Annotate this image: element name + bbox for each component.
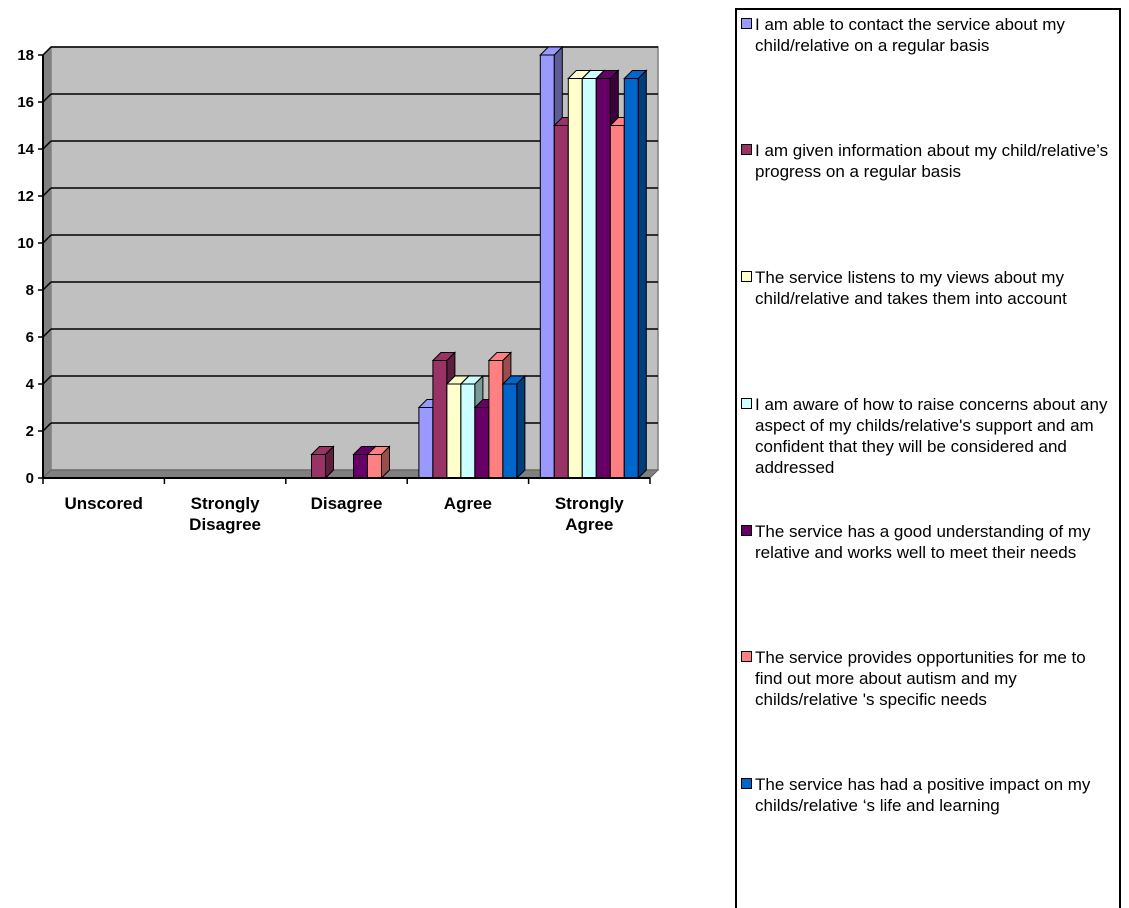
bar-side xyxy=(325,445,334,480)
legend-swatch xyxy=(741,271,752,282)
x-tick-label: Strongly Agree xyxy=(555,494,624,534)
y-tick-label: 12 xyxy=(17,188,34,205)
legend-label: The service provides opportunities for m… xyxy=(755,648,1086,709)
legend-item: I am given information about my child/re… xyxy=(741,140,1117,182)
y-tick-label: 18 xyxy=(17,47,34,64)
legend-label: The service has had a positive impact on… xyxy=(755,775,1091,815)
y-tick-label: 0 xyxy=(26,470,34,487)
bar-front xyxy=(432,360,448,479)
bar-front xyxy=(311,454,326,479)
x-tick-label: Disagree xyxy=(311,494,383,513)
x-tick-label: Strongly Disagree xyxy=(189,494,261,534)
bar-front xyxy=(539,54,555,479)
bar-front xyxy=(502,383,518,479)
bar-front xyxy=(488,360,504,479)
gridline-side xyxy=(42,281,52,291)
legend: I am able to contact the service about m… xyxy=(735,8,1121,908)
gridline-side xyxy=(42,187,52,197)
gridline-side xyxy=(42,422,52,432)
legend-item: I am able to contact the service about m… xyxy=(741,14,1117,56)
legend-item: The service has a good understanding of … xyxy=(741,521,1117,563)
x-tick-labels: Unscored Strongly Disagree Disagree Agree Str… xyxy=(42,478,651,534)
bar-side xyxy=(381,445,390,480)
y-tick-label: 10 xyxy=(17,235,34,252)
bar xyxy=(310,445,335,480)
bar-front xyxy=(474,407,490,479)
bar-front xyxy=(595,78,611,479)
bar-front xyxy=(446,383,462,479)
legend-label: I am able to contact the service about m… xyxy=(755,15,1065,55)
gridline-side xyxy=(42,93,52,103)
gridline-side xyxy=(42,46,52,56)
bar-front xyxy=(553,125,569,479)
y-tick-label: 16 xyxy=(17,94,34,111)
legend-swatch xyxy=(741,525,752,536)
y-tick-label: 4 xyxy=(26,376,35,393)
bar-front xyxy=(567,78,583,479)
legend-label: I am given information about my child/re… xyxy=(755,141,1109,181)
legend-item: The service provides opportunities for m… xyxy=(741,647,1117,710)
bar-front xyxy=(367,454,382,479)
bar-front xyxy=(418,407,434,479)
y-tick-label: 2 xyxy=(26,423,34,440)
legend-label: I am aware of how to raise concerns abou… xyxy=(755,395,1108,477)
y-tick-labels: 0 2 4 6 8 10 12 14 16 18 xyxy=(17,47,43,487)
legend-item: I am aware of how to raise concerns abou… xyxy=(741,394,1117,478)
bar-side xyxy=(516,374,526,480)
axes xyxy=(42,55,650,479)
x-tick-label: Agree xyxy=(444,494,492,513)
bar xyxy=(366,445,391,480)
legend-swatch xyxy=(741,651,752,662)
legend-swatch xyxy=(741,144,752,155)
legend-label: The service has a good understanding of … xyxy=(755,522,1091,562)
bar-front xyxy=(460,383,476,479)
bar-front xyxy=(609,125,625,479)
legend-swatch xyxy=(741,398,752,409)
gridline-side xyxy=(42,375,52,385)
y-tick-label: 14 xyxy=(17,141,34,158)
legend-swatch xyxy=(741,18,752,29)
y-tick-label: 6 xyxy=(26,329,34,346)
legend-swatch xyxy=(741,778,752,789)
gridline-side xyxy=(42,140,52,150)
bar-front xyxy=(623,78,639,479)
gridline-side xyxy=(42,328,52,338)
plot-side-wall xyxy=(42,45,52,480)
x-tick-label: Unscored xyxy=(64,494,142,513)
legend-item: The service listens to my views about my… xyxy=(741,267,1117,309)
bar xyxy=(623,69,648,480)
legend-item: The service has had a positive impact on… xyxy=(741,774,1117,816)
bar xyxy=(501,374,527,480)
gridline-side xyxy=(42,234,52,244)
y-tick-label: 8 xyxy=(26,282,34,299)
legend-label: The service listens to my views about my… xyxy=(755,268,1067,308)
bar-chart: 0 2 4 6 8 10 12 14 16 18 Unscored Strongly Disagree… xyxy=(17,45,660,534)
bar-side xyxy=(637,69,647,480)
bar-front xyxy=(353,454,368,479)
bar-front xyxy=(581,78,597,479)
